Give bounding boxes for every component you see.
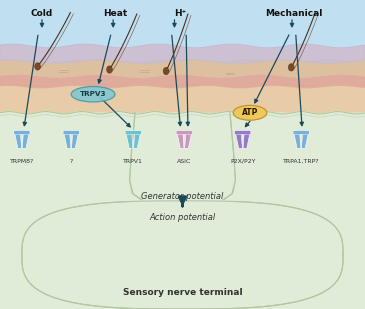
FancyBboxPatch shape (63, 131, 79, 134)
Polygon shape (72, 133, 78, 148)
Polygon shape (22, 201, 343, 309)
FancyBboxPatch shape (14, 131, 30, 134)
Text: P2X/P2Y: P2X/P2Y (230, 159, 255, 163)
FancyBboxPatch shape (235, 131, 251, 134)
Polygon shape (243, 133, 250, 148)
Text: ASIC: ASIC (177, 159, 192, 163)
Polygon shape (126, 133, 133, 148)
Text: TRPA1,TRP?: TRPA1,TRP? (283, 159, 319, 163)
FancyBboxPatch shape (176, 131, 192, 134)
Ellipse shape (288, 64, 294, 71)
Polygon shape (130, 113, 235, 202)
Ellipse shape (107, 66, 112, 73)
Polygon shape (235, 133, 242, 148)
Polygon shape (134, 133, 141, 148)
Polygon shape (15, 133, 22, 148)
Text: Heat: Heat (103, 9, 127, 18)
Polygon shape (64, 133, 71, 148)
Polygon shape (294, 133, 301, 148)
FancyBboxPatch shape (125, 131, 141, 134)
Text: Cold: Cold (31, 9, 53, 18)
Ellipse shape (233, 105, 267, 120)
Ellipse shape (71, 87, 115, 102)
Polygon shape (301, 133, 308, 148)
Text: Sensory nerve terminal: Sensory nerve terminal (123, 287, 242, 297)
Ellipse shape (35, 63, 41, 70)
Polygon shape (185, 133, 192, 148)
Text: H⁺: H⁺ (174, 9, 187, 18)
Text: ATP: ATP (242, 108, 258, 117)
Polygon shape (22, 133, 29, 148)
Text: Generator potential: Generator potential (141, 192, 224, 201)
Polygon shape (177, 133, 184, 148)
Text: Mechanical: Mechanical (265, 9, 323, 18)
Text: TRPV3: TRPV3 (80, 91, 106, 97)
Bar (131, 181, 235, 202)
FancyBboxPatch shape (293, 131, 309, 134)
Text: ?: ? (69, 159, 73, 163)
Ellipse shape (163, 67, 169, 75)
Text: TRPV1: TRPV1 (123, 159, 143, 163)
Text: TRPM8?: TRPM8? (10, 159, 34, 163)
Text: Action potential: Action potential (149, 213, 216, 222)
